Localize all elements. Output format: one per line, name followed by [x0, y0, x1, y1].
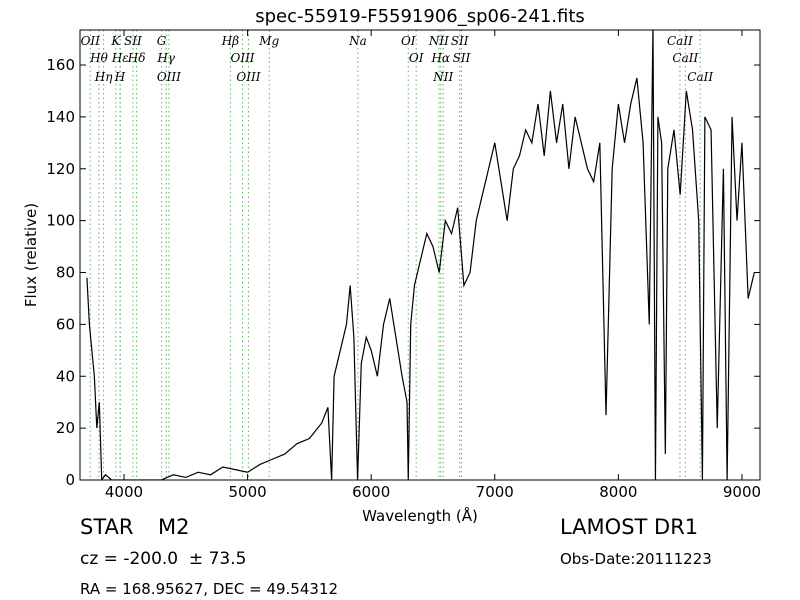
x-axis-label: Wavelength (Å)	[362, 506, 478, 525]
spectral-line-label: Hδ	[127, 51, 146, 65]
x-tick-label: 7000	[476, 483, 514, 501]
spectral-line-label: NII	[432, 70, 453, 84]
y-tick-label: 140	[46, 108, 75, 126]
spectral-line-label: G	[157, 34, 167, 48]
y-tick-label: 120	[46, 160, 75, 178]
y-tick-label: 160	[46, 56, 75, 74]
y-tick-label: 100	[46, 212, 75, 230]
spectral-line-label: OI	[409, 51, 424, 65]
x-tick-label: 6000	[352, 483, 390, 501]
spectral-line-label: Hη	[94, 70, 113, 84]
spectral-line-label: CaII	[687, 70, 713, 84]
plot-frame	[79, 29, 761, 481]
x-tick-label: 9000	[723, 483, 761, 501]
x-tick-label: 4000	[105, 483, 143, 501]
redshift: cz = -200.0 ± 73.5	[80, 549, 246, 569]
plot-area	[86, 30, 755, 480]
spectral-line-label: K	[110, 34, 121, 48]
y-tick-label: 40	[56, 367, 75, 385]
chart-title: spec-55919-F5591906_sp06-241.fits	[255, 6, 585, 27]
spectrum-line	[86, 30, 755, 480]
spectral-line-label: OIII	[230, 51, 254, 65]
spectral-line-label: H	[114, 70, 126, 84]
x-tick-label: 5000	[228, 483, 266, 501]
spectral-line-label: Na	[348, 34, 367, 48]
y-axis-label: Flux (relative)	[22, 203, 40, 307]
spectral-line-label: SII	[453, 51, 471, 65]
subclass: M2	[158, 515, 189, 539]
spectral-line-label: SII	[124, 34, 142, 48]
spectral-line-label: Hγ	[156, 51, 175, 65]
y-tick-label: 80	[56, 264, 75, 282]
spectral-line-label: Mg	[258, 34, 279, 48]
obs-date: Obs-Date:20111223	[560, 550, 712, 568]
x-tick-label: 8000	[599, 483, 637, 501]
spectral-line-label: Hε	[111, 51, 129, 65]
coordinates: RA = 168.95627, DEC = 49.54312	[80, 580, 338, 598]
y-tick-label: 0	[65, 471, 75, 489]
y-tick-label: 20	[56, 419, 75, 437]
spectral-line-label: SII	[451, 34, 469, 48]
spectral-line-label: OI	[401, 34, 416, 48]
object-class: STAR	[80, 515, 133, 539]
spectral-line-label: Hθ	[89, 51, 108, 65]
spectral-line-label: CaII	[667, 34, 693, 48]
spectral-line-label: CaII	[672, 51, 698, 65]
spectral-line-label: Hβ	[221, 34, 239, 48]
spectral-line-label: Hα	[430, 51, 450, 65]
survey: LAMOST DR1	[560, 515, 698, 539]
spectral-line-label: NII	[428, 34, 449, 48]
spectral-line-label: OIII	[157, 70, 181, 84]
y-tick-label: 60	[56, 315, 75, 333]
spectral-line-label: OII	[81, 34, 101, 48]
spectral-line-label: OIII	[236, 70, 260, 84]
